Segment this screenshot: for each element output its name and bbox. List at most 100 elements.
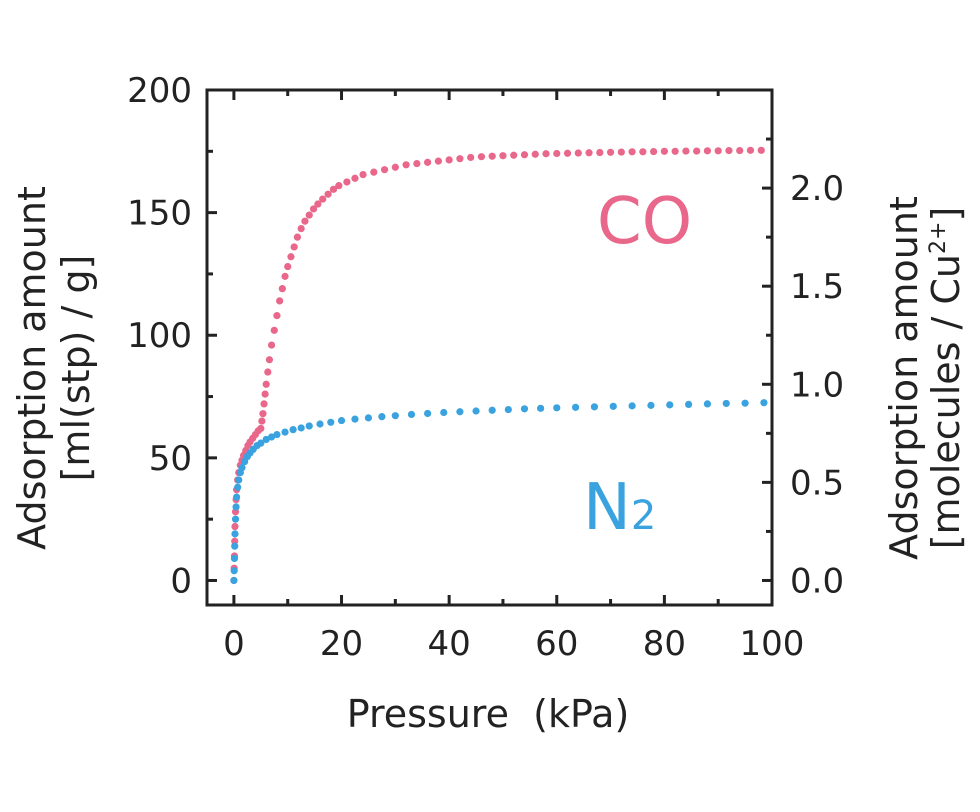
y-tick-label-left: 200 <box>127 71 192 111</box>
data-points <box>230 146 768 585</box>
data-point-co <box>553 149 561 158</box>
data-point-n2 <box>647 401 655 409</box>
data-point-co <box>258 417 266 425</box>
series-label-n2: N2 <box>583 471 656 545</box>
y-axis-title-left-line1: Adsorption amount <box>10 186 54 550</box>
y-tick-label-left: 0 <box>170 561 192 601</box>
data-point-co <box>682 147 690 155</box>
data-point-co <box>628 148 636 156</box>
data-point-n2 <box>257 439 265 447</box>
data-point-co <box>329 185 338 193</box>
data-point-co <box>273 312 281 320</box>
data-point-co <box>278 285 286 293</box>
data-point-n2 <box>289 426 297 434</box>
data-point-co <box>467 153 475 162</box>
data-point-co <box>574 149 582 157</box>
data-point-n2 <box>456 408 464 416</box>
data-point-co <box>477 153 486 161</box>
data-point-n2 <box>267 433 276 441</box>
data-point-co <box>606 148 615 156</box>
data-point-co <box>260 400 268 408</box>
data-point-co <box>639 148 647 156</box>
data-point-co <box>264 368 272 376</box>
data-point-co <box>520 151 529 159</box>
data-point-co <box>424 158 432 166</box>
data-point-co <box>563 149 572 157</box>
data-point-n2 <box>378 413 386 421</box>
data-point-co <box>261 390 269 398</box>
data-point-n2 <box>488 406 496 414</box>
data-point-n2 <box>364 414 373 422</box>
data-point-n2 <box>609 402 617 410</box>
data-point-n2 <box>262 435 270 444</box>
data-point-n2 <box>520 405 529 413</box>
data-point-n2 <box>232 493 241 501</box>
data-point-n2 <box>407 410 416 419</box>
data-point-n2 <box>231 515 240 523</box>
data-point-n2 <box>231 542 239 550</box>
data-point-n2 <box>741 399 749 407</box>
data-point-co <box>231 522 239 531</box>
data-point-co <box>596 148 604 157</box>
data-point-n2 <box>337 416 346 425</box>
data-point-co <box>284 262 292 271</box>
data-point-co <box>402 161 410 169</box>
data-point-n2 <box>351 415 359 423</box>
data-point-n2 <box>281 428 289 436</box>
data-point-co <box>585 149 593 157</box>
axis-ticks <box>207 88 774 605</box>
data-point-co <box>309 205 318 213</box>
data-point-co <box>265 356 274 364</box>
data-point-co <box>314 200 322 208</box>
data-point-co <box>257 424 265 433</box>
series-label-co: CO <box>597 185 692 259</box>
y-tick-label-right: 1.5 <box>790 267 844 307</box>
data-point-n2 <box>537 404 545 412</box>
data-point-co <box>671 147 679 155</box>
data-point-co <box>703 147 712 155</box>
y-axis-title-right-suffix: ] <box>924 207 968 222</box>
data-point-n2 <box>440 408 448 417</box>
data-point-co <box>499 152 507 160</box>
data-point-co <box>736 146 744 155</box>
data-point-n2 <box>234 483 242 491</box>
y-axis-title-right-line2: [molecules / Cu2+] <box>924 207 968 550</box>
data-point-n2 <box>230 576 238 585</box>
data-point-co <box>290 243 298 251</box>
data-point-co <box>725 146 733 155</box>
plot-frame <box>205 88 774 607</box>
data-point-co <box>660 147 668 155</box>
data-point-co <box>305 211 313 219</box>
data-point-n2 <box>238 464 246 472</box>
data-point-co <box>456 155 464 163</box>
y-tick-label-right: 0.0 <box>790 561 844 601</box>
data-point-co <box>262 380 270 388</box>
data-point-n2 <box>684 400 693 408</box>
data-point-co <box>319 195 327 203</box>
y-axis-title-right-prefix: [molecules / Cu <box>924 254 968 549</box>
data-point-co <box>757 146 765 154</box>
data-point-n2 <box>230 567 238 575</box>
data-point-co <box>351 174 359 182</box>
data-point-co <box>297 224 305 233</box>
data-point-co <box>293 233 301 241</box>
data-point-n2 <box>235 476 243 484</box>
data-point-n2 <box>504 405 512 414</box>
data-point-co <box>359 171 367 179</box>
data-point-co <box>270 326 278 334</box>
data-point-n2 <box>297 424 305 432</box>
data-point-co <box>324 190 332 198</box>
data-point-n2 <box>305 422 313 430</box>
data-point-n2 <box>231 530 239 538</box>
y-axis-title-right-line1: Adsorption amount <box>882 196 926 560</box>
data-point-n2 <box>666 401 674 409</box>
data-point-co <box>267 341 276 349</box>
data-point-co <box>370 168 378 176</box>
data-point-n2 <box>722 399 730 408</box>
data-point-n2 <box>391 412 399 420</box>
data-point-co <box>413 159 421 168</box>
y-axis-title-left-line2: [ml(stp) / g] <box>54 255 98 482</box>
data-point-n2 <box>472 407 480 415</box>
data-point-n2 <box>571 403 580 411</box>
